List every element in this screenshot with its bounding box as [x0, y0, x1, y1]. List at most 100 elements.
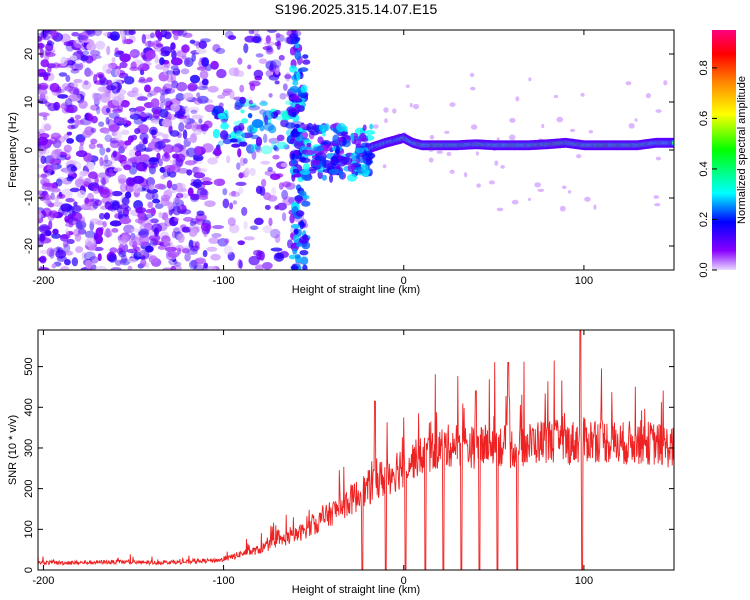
spectrogram-blob [116, 82, 121, 93]
spectrogram-blob [267, 194, 278, 202]
spectrogram-blob [74, 114, 82, 120]
spectrogram-blob [569, 128, 576, 133]
spectrogram-blob [139, 154, 150, 162]
spectrogram-blob [133, 251, 142, 260]
spectrogram-blob [38, 82, 49, 90]
spectrogram-blob [280, 162, 289, 168]
spectrogram-blob [212, 105, 221, 115]
spectrogram-blob [42, 182, 55, 187]
spectrogram-blob [166, 74, 174, 83]
spectrogram-blob [182, 129, 188, 140]
spectrogram-blob [282, 181, 292, 188]
spectrogram-blob [170, 65, 179, 71]
spectrogram-blob [81, 80, 92, 90]
spectrogram-blob [289, 65, 298, 73]
spectrogram-blob [111, 190, 123, 197]
spectrogram-blob [53, 247, 61, 253]
spectrogram-blob [187, 248, 198, 255]
spectrogram-blob [63, 144, 72, 153]
spectrogram-blob [90, 127, 97, 133]
spectrogram-blob [38, 224, 51, 234]
spectrogram-blob [144, 213, 154, 219]
spectrogram-blob [170, 103, 181, 113]
spectrogram-blob [38, 209, 42, 220]
spectrogram-blob [248, 30, 255, 35]
spectrogram-blob [213, 178, 226, 187]
spectrogram-blob [222, 188, 228, 196]
spectrogram-blob [304, 149, 316, 156]
spectrogram-blob [175, 192, 184, 199]
spectrogram-blob [292, 168, 299, 174]
spectrogram-blob [75, 246, 84, 254]
spectrogram-blob [40, 30, 49, 38]
spectrogram-blob [95, 265, 107, 270]
spectrogram-blob [302, 194, 310, 200]
spectrogram-blob [98, 92, 110, 99]
spectrogram-blob [75, 150, 88, 158]
spectrogram-blob [509, 117, 516, 123]
spectrogram-blob [201, 78, 209, 86]
spectrogram-blob [275, 115, 287, 121]
spectrogram-blob [167, 202, 174, 210]
spectrogram-blob [47, 102, 58, 112]
spectrogram-blob [290, 224, 301, 229]
spectrogram-blob [97, 253, 102, 262]
spectrogram-blob [654, 203, 661, 207]
y-tick-label: 300 [23, 439, 35, 457]
spectrogram-blob [130, 228, 141, 233]
spectrogram-blob [324, 123, 330, 131]
spectrogram-blob [48, 220, 53, 230]
spectrogram-blob [92, 201, 99, 209]
spectrogram-blob [129, 108, 135, 116]
spectrogram-blob [76, 34, 88, 41]
spectrogram-blob [211, 109, 218, 116]
spectrogram-blob [86, 42, 97, 52]
spectrogram-blob [226, 155, 231, 164]
spectrogram-blob [306, 122, 314, 133]
spectrogram-blob [83, 251, 96, 261]
spectrogram-blob [84, 259, 93, 269]
spectrogram-blob [203, 176, 210, 183]
spectrogram-blob [383, 107, 389, 113]
spectrogram-blob [264, 170, 276, 177]
spectrogram-blob [556, 116, 564, 123]
spectrogram-blob [131, 87, 139, 94]
spectrogram-blob [107, 62, 118, 70]
spectrogram-blob [175, 93, 185, 101]
spectrogram-blob [64, 98, 73, 108]
spectrogram-blob [312, 123, 317, 132]
spectrogram-blob [105, 116, 110, 125]
spectrogram-blob [153, 108, 161, 119]
spectrogram-blob [44, 51, 50, 62]
spectrogram-blob [123, 122, 129, 128]
spectrogram-blob [222, 138, 232, 145]
spectrogram-blob [161, 138, 171, 143]
spectrogram-blob [217, 140, 225, 146]
spectrogram-blob [150, 32, 155, 39]
spectrogram-blob [299, 249, 309, 256]
spectrogram-blob [119, 53, 131, 63]
spectrogram-blob [211, 108, 220, 117]
spectrogram-blob [78, 100, 88, 109]
spectrogram-blob [111, 108, 123, 114]
spectrogram-blob [330, 155, 339, 166]
spectrogram-blob [102, 221, 107, 228]
spectrogram-blob [198, 195, 209, 200]
spectrogram-blob [290, 265, 299, 270]
spectrogram-blob [645, 92, 651, 99]
spectrogram-blob [337, 136, 344, 143]
spectrogram-blob [38, 112, 50, 117]
spectrogram-blob [154, 203, 164, 210]
spectrogram-blob [186, 169, 193, 176]
spectrogram-blob [120, 30, 125, 41]
spectrogram-blob [500, 165, 505, 169]
spectrogram-blob [109, 247, 118, 254]
colorbar-scale [712, 30, 736, 270]
spectrogram-blob [593, 204, 597, 210]
spectrogram-blob [239, 157, 246, 167]
spectrogram-blob [189, 39, 196, 44]
spectrogram-blob [99, 75, 107, 84]
spectrogram-blob [74, 233, 82, 242]
spectrogram-blob [122, 101, 130, 108]
spectrogram-blob [446, 151, 452, 157]
